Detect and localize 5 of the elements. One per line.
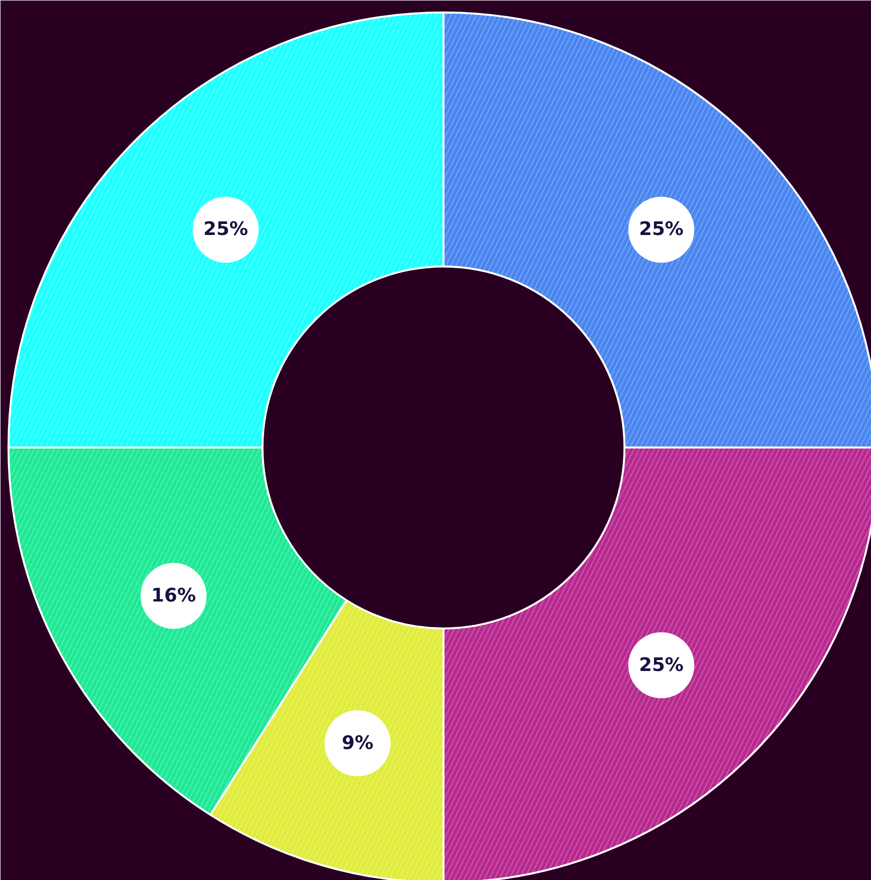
data-label: 16% bbox=[151, 585, 196, 606]
data-label: 25% bbox=[203, 219, 248, 240]
data-label: 25% bbox=[638, 219, 684, 240]
data-label: 25% bbox=[638, 654, 684, 676]
data-label: 9% bbox=[342, 732, 374, 754]
